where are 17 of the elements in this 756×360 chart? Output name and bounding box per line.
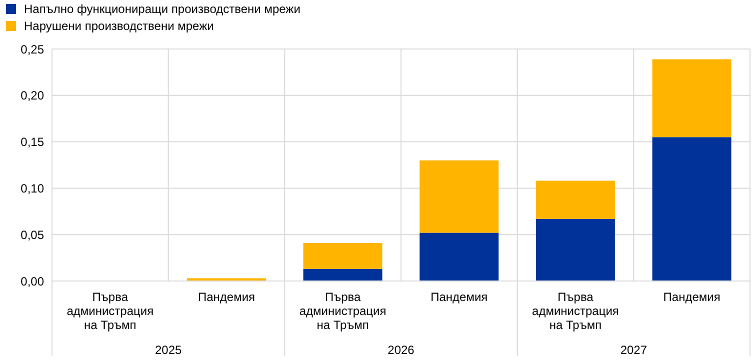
y-tick-label: 0,25 — [20, 42, 44, 56]
x-tick-label: Пандемия — [430, 290, 488, 304]
text: 2027 — [620, 343, 648, 357]
y-tick-label: 0,10 — [20, 181, 44, 196]
y-tick-label: 0,00 — [20, 274, 44, 288]
y-tick-label: 0,15 — [20, 135, 44, 150]
text: 2025 — [154, 343, 182, 357]
x-tick-label: Пандемия — [198, 290, 256, 304]
x-tick-label: Първа администрация на Тръмп — [532, 290, 619, 332]
legend-label: Напълно функциониращи производствени мрежи — [24, 2, 300, 16]
y-tick-label: 0,05 — [20, 228, 44, 242]
x-tick-label: Пандемия — [663, 290, 720, 304]
legend-label: Нарушени производствени мрежи — [24, 18, 214, 32]
text: 2026 — [388, 343, 415, 357]
y-tick-label: 0,20 — [20, 88, 44, 103]
x-tick-label: Първа администрация на Тръмп — [66, 290, 154, 332]
x-tick-label: Първа администрация на Тръмп — [299, 290, 386, 332]
